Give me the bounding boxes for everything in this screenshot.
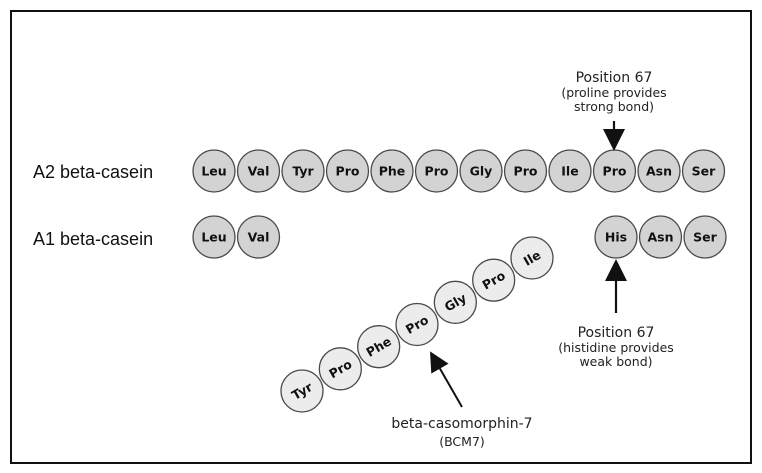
residue-label: Asn (647, 230, 673, 245)
a2-residue-pro: Pro (503, 149, 548, 193)
residue-label: Asn (646, 164, 672, 179)
residue-label: Leu (201, 230, 226, 245)
a1-residue-val: Val (236, 215, 281, 259)
a2-residue-ile: Ile (548, 149, 592, 193)
residue-label: Gly (470, 164, 493, 179)
residue-circle (510, 236, 554, 280)
a2-label: A2 beta-casein (33, 162, 153, 182)
annotation-line: (BCM7) (439, 434, 485, 449)
bcm7-residue-pro: Pro (318, 347, 362, 391)
annotation-title: Position 67 (576, 70, 653, 86)
residue-circle (637, 149, 681, 193)
residue-circle (325, 149, 370, 193)
residue-circle (472, 258, 516, 302)
a2-residue-val: Val (236, 149, 281, 193)
a2-residue-gly: Gly (459, 149, 503, 193)
bcm7-residue-phe: Phe (357, 325, 401, 369)
annotation-line: weak bond) (579, 354, 652, 369)
residue-circle (638, 215, 683, 259)
a2-residue-asn: Asn (637, 149, 681, 193)
residue-label: Pro (603, 164, 627, 179)
residue-label: Ile (561, 164, 578, 179)
a1-residue-leu: Leu (192, 215, 236, 259)
bcm7-residue-ile: Ile (510, 236, 554, 280)
residue-circle (281, 149, 325, 193)
residue-label: His (605, 230, 627, 245)
a1-residue-ser: Ser (683, 215, 727, 259)
residue-circle (503, 149, 548, 193)
a1-label: A1 beta-casein (33, 229, 153, 249)
bcm7-annotation: beta-casomorphin-7 (BCM7) (391, 351, 533, 449)
a2-residue-tyr: Tyr (281, 149, 325, 193)
a2-residue-leu: Leu (192, 149, 236, 193)
residue-circle (236, 215, 281, 259)
residue-circle (318, 347, 362, 391)
residue-label: Leu (201, 164, 226, 179)
annotation-title: Position 67 (578, 325, 655, 341)
residue-circle (395, 302, 439, 347)
residue-label: Pro (336, 164, 360, 179)
diagonal-arrow-icon (430, 351, 463, 408)
residue-label: Pro (425, 164, 449, 179)
annotation-line: (histidine provides (558, 340, 674, 355)
bcm7-residue-pro: Pro (472, 258, 516, 302)
residue-circle (594, 215, 638, 259)
residue-circle (414, 149, 459, 193)
residue-label: Pro (514, 164, 538, 179)
residue-label: Ser (693, 230, 717, 245)
bcm7-residue-pro: Pro (395, 302, 439, 347)
a2-residue-phe: Phe (370, 149, 414, 193)
a1-residue-his: His (594, 215, 638, 259)
a2-residue-ser: Ser (681, 149, 726, 193)
residue-circle (192, 149, 236, 193)
a2-residue-pro: Pro (325, 149, 370, 193)
position-67-proline-annotation: Position 67 (proline provides strong bon… (561, 70, 667, 151)
annotation-line: (proline provides (561, 85, 666, 100)
residue-label: Val (248, 230, 270, 245)
residue-circle (459, 149, 503, 193)
annotation-line: strong bond) (574, 99, 654, 114)
residue-label: Tyr (292, 164, 314, 179)
a2-residue-pro: Pro (414, 149, 459, 193)
residue-label: Phe (379, 164, 406, 179)
bcm7-residue-tyr: Tyr (280, 369, 324, 413)
residue-circle (236, 149, 281, 193)
residue-circle (357, 325, 401, 369)
residue-circle (433, 280, 477, 324)
a1-residue-asn: Asn (638, 215, 683, 259)
residue-circle (280, 369, 324, 413)
a2-residue-pro: Pro (592, 149, 637, 193)
residue-circle (681, 149, 726, 193)
bcm7-residue-gly: Gly (433, 280, 477, 324)
residue-circle (548, 149, 592, 193)
residue-circle (192, 215, 236, 259)
residue-label: Ser (692, 164, 716, 179)
position-67-histidine-annotation: Position 67 (histidine provides weak bon… (558, 259, 674, 369)
residue-circle (370, 149, 414, 193)
residue-label: Val (248, 164, 270, 179)
annotation-title: beta-casomorphin-7 (391, 416, 532, 432)
residue-circle (683, 215, 727, 259)
